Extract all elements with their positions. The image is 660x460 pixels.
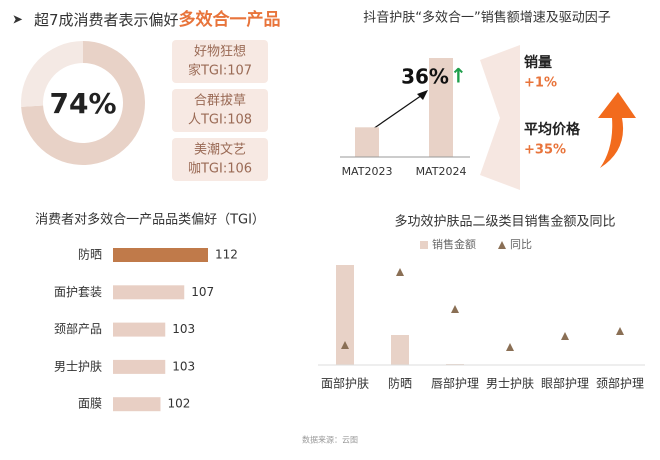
x-tick-label: 面部护肤	[321, 376, 369, 391]
header: 超7成消费者表示偏好多效合一产品	[34, 9, 281, 30]
x-tick-label: MAT2023	[342, 165, 393, 178]
callout-text: 好物狂想	[194, 44, 246, 60]
chevron	[480, 45, 520, 190]
driver-label: 销量	[524, 54, 552, 71]
callout-text: 家TGI:107	[188, 63, 252, 79]
x-tick-label: 颈部护理	[596, 376, 644, 391]
chart-title: 消费者对多效合一产品品类偏好（TGI）	[35, 212, 265, 228]
y-tick-label: 颈部产品	[54, 321, 102, 336]
chart-title: 抖音护肤“多效合一”销售额增速及驱动因子	[363, 10, 610, 26]
bar	[113, 248, 208, 262]
bar	[336, 265, 354, 365]
up-arrow-icon	[598, 92, 636, 168]
marker	[451, 305, 459, 313]
driver-value: +1%	[524, 76, 557, 91]
legend-label: 销售金额	[432, 237, 476, 251]
marker	[396, 268, 404, 276]
legend-swatch	[498, 241, 506, 249]
y-tick-label: 面膜	[78, 397, 102, 411]
callout-text: 合群拔草	[194, 94, 246, 109]
marker	[506, 343, 514, 351]
growth-arrowhead	[417, 90, 428, 100]
bar	[355, 127, 379, 157]
annotation-arrow: ↑	[450, 64, 467, 88]
footer: 数据来源：云图	[302, 435, 358, 445]
value-label: 103	[172, 322, 195, 336]
value-label: 102	[168, 397, 191, 411]
growth-arrow	[370, 93, 425, 131]
y-tick-label: 防晒	[78, 247, 102, 262]
bar	[113, 323, 165, 337]
header-highlight: 多效合一产品	[179, 9, 281, 30]
chart-title: 多功效护肤品二级类目销售金额及同比	[394, 214, 615, 230]
value-label: 107	[191, 285, 214, 299]
x-tick-label: 防晒	[388, 376, 412, 391]
bar	[391, 335, 409, 365]
legend-swatch	[420, 241, 428, 249]
bar	[113, 397, 161, 411]
center-label: 74%	[49, 87, 116, 120]
legend-label: 同比	[510, 238, 532, 251]
marker	[616, 327, 624, 335]
x-tick-label: 唇部护理	[431, 376, 479, 391]
x-tick-label: MAT2024	[416, 165, 467, 178]
value-label: 112	[215, 248, 238, 262]
driver-value: +35%	[524, 143, 566, 158]
x-tick-label: 眼部护理	[541, 376, 589, 391]
y-tick-label: 男士护肤	[54, 358, 102, 373]
bar	[113, 285, 184, 299]
driver-label: 平均价格	[524, 121, 581, 138]
header-title: 超7成消费者表示偏好	[34, 11, 179, 29]
value-label: 103	[172, 359, 195, 373]
callout-text: 咖TGI:106	[188, 162, 252, 177]
annotation: 36%	[401, 65, 449, 89]
y-tick-label: 面护套装	[54, 285, 102, 299]
callout-text: 人TGI:108	[188, 113, 252, 128]
bar	[113, 360, 165, 374]
x-tick-label: 男士护肤	[486, 376, 534, 391]
callout-text: 美潮文艺	[194, 143, 246, 158]
marker	[561, 332, 569, 340]
bullet-icon: ➤	[12, 13, 23, 28]
